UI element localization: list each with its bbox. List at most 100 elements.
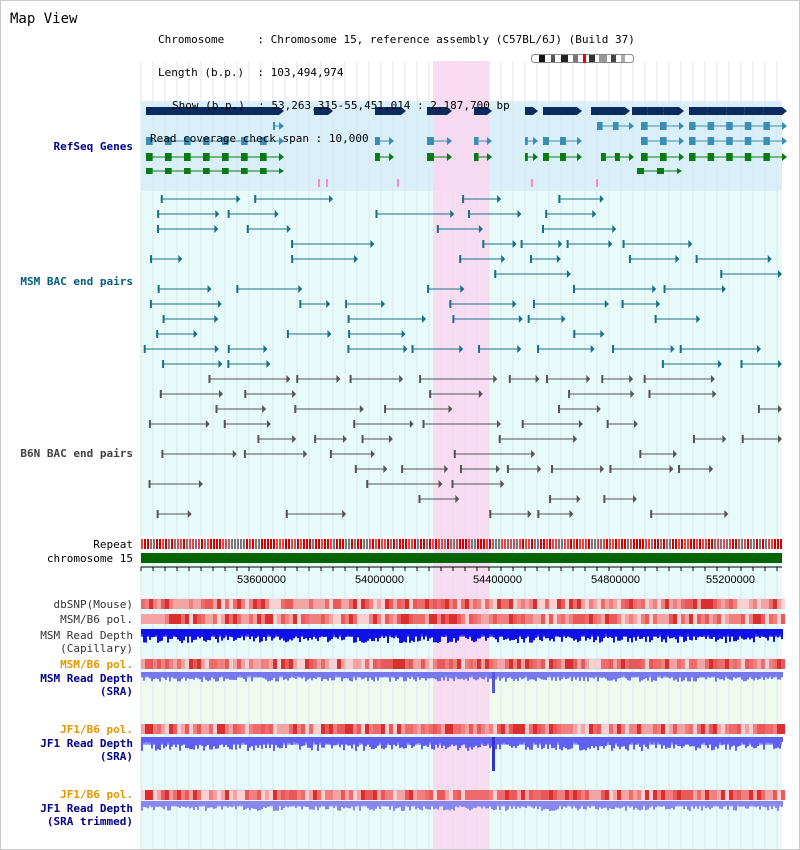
gene-exon (543, 153, 549, 161)
pol-heat-cell (765, 614, 769, 624)
depth-bar (543, 737, 545, 748)
repeat-bar (336, 539, 338, 549)
depth-bar (219, 629, 221, 636)
bac-end (545, 375, 548, 383)
pol-heat-cell (669, 790, 673, 800)
depth-bar (541, 801, 543, 811)
pol-heat-cell (213, 724, 217, 734)
depth-bar (481, 629, 483, 635)
depth-bar (607, 672, 609, 681)
depth-bar (737, 629, 739, 640)
depth-bar (617, 629, 619, 641)
depth-bar (313, 737, 315, 743)
pol-heat-cell (317, 614, 321, 624)
pol-heat-cell (273, 614, 277, 624)
bac-end-arrow (187, 510, 192, 518)
depth-bar (441, 629, 443, 637)
depth-bar (619, 672, 621, 678)
depth-bar (625, 629, 627, 637)
bac-end-arrow (512, 300, 517, 308)
gene-exon (474, 107, 487, 115)
depth-bar (473, 801, 475, 808)
depth-bar (195, 672, 197, 678)
pol-heat-cell (573, 790, 577, 800)
pol-heat-cell (633, 790, 637, 800)
depth-bar (423, 672, 425, 679)
depth-bar (715, 629, 717, 642)
bac-end-arrow (496, 465, 501, 473)
bac-end-arrow (586, 375, 591, 383)
depth-bar (507, 672, 509, 678)
gene-strand-arrow (447, 107, 452, 115)
pol-heat-cell (269, 659, 273, 669)
depth-bar (715, 672, 717, 682)
bac-end (449, 300, 452, 308)
depth-bar (517, 801, 519, 807)
repeat-bar (360, 539, 362, 549)
pol-heat-cell (445, 790, 449, 800)
depth-bar (299, 672, 301, 678)
depth-bar (211, 801, 213, 808)
depth-bar (253, 737, 255, 751)
depth-bar (257, 629, 259, 636)
depth-bar (207, 629, 209, 640)
pol-heat-cell (709, 614, 713, 624)
depth-bar (209, 672, 211, 681)
bac-end (537, 345, 540, 353)
depth-bar (625, 672, 627, 679)
pol-heat-cell (157, 614, 161, 624)
bac-end-arrow (696, 315, 701, 323)
pol-heat-cell (157, 790, 161, 800)
depth-bar (141, 629, 143, 635)
pol-heat-cell (273, 659, 277, 669)
bac-end-arrow (604, 300, 609, 308)
depth-bar (235, 737, 237, 750)
depth-bar (659, 629, 661, 635)
pol-heat-cell (549, 659, 553, 669)
track-label-b6n-bac[interactable]: B6N BAC end pairs (20, 447, 133, 460)
depth-bar (739, 737, 741, 746)
gene-exon (474, 153, 479, 161)
pol-heat-cell (141, 790, 145, 800)
depth-bar (475, 672, 477, 681)
pol-heat-cell (633, 724, 637, 734)
track-label-refseq[interactable]: RefSeq Genes (53, 140, 133, 153)
bac-end-arrow (326, 300, 331, 308)
depth-bar (335, 801, 337, 805)
gene-exon (744, 137, 752, 145)
depth-bar (615, 672, 617, 682)
gene-exon (597, 122, 603, 130)
depth-bar (621, 629, 623, 640)
chromosome-ideogram[interactable] (531, 54, 634, 63)
depth-bar (769, 629, 771, 636)
depth-bar (281, 672, 283, 677)
repeat-bar (405, 539, 407, 549)
pol-heat-cell (665, 724, 669, 734)
pol-heat-cell (333, 790, 337, 800)
pol-heat-cell (313, 724, 317, 734)
depth-bar (447, 672, 449, 682)
bac-end (612, 345, 615, 353)
depth-bar (691, 629, 693, 641)
pol-heat-cell (417, 614, 421, 624)
depth-bar (439, 672, 441, 682)
pol-heat-cell (193, 599, 197, 609)
depth-bar (433, 737, 435, 750)
bac-end-arrow (215, 210, 220, 218)
depth-bar (661, 629, 663, 642)
depth-bar (363, 629, 365, 643)
depth-bar (237, 801, 239, 806)
depth-bar (365, 629, 367, 643)
depth-bar (317, 801, 319, 811)
pol-heat-cell (341, 790, 345, 800)
depth-bar (265, 672, 267, 680)
depth-bar (217, 672, 219, 682)
depth-bar (769, 801, 771, 805)
repeat-bar (570, 539, 572, 549)
depth-bar (557, 737, 559, 743)
bac-end-arrow (448, 405, 453, 413)
bac-end (532, 300, 535, 308)
depth-bar (749, 629, 751, 640)
track-label-msm-bac[interactable]: MSM BAC end pairs (20, 275, 133, 288)
